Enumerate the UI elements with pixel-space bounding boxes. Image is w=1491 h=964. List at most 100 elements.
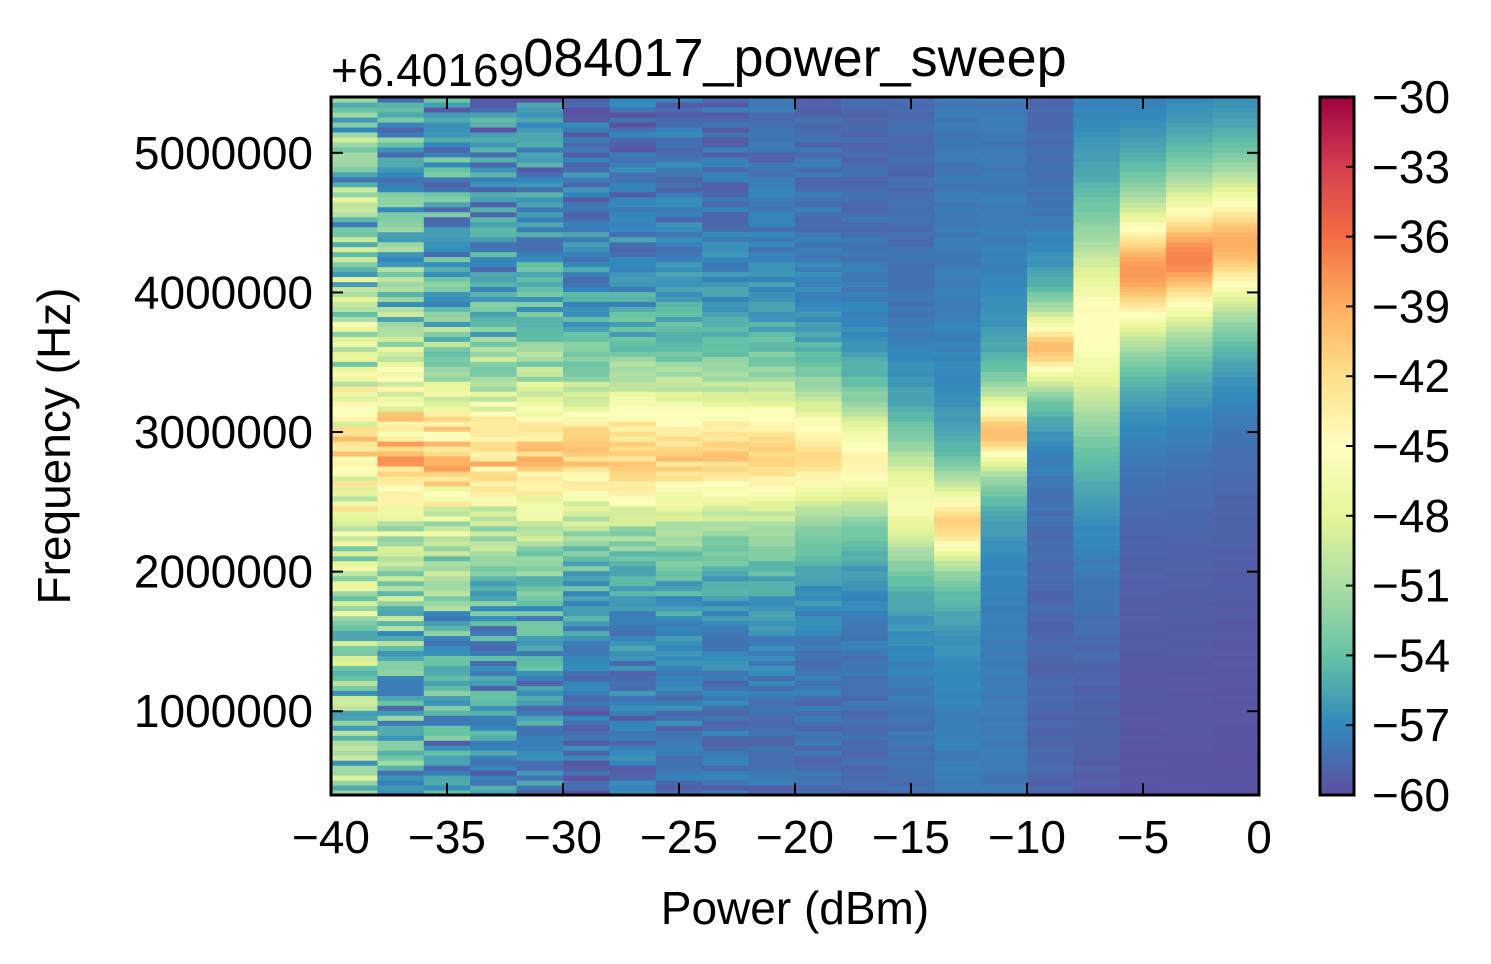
heatmap-cell — [934, 760, 982, 766]
heatmap-cell — [331, 241, 378, 248]
colorbar-tick-label: −39 — [1372, 280, 1450, 332]
heatmap-cell — [1119, 645, 1167, 652]
heatmap-cell — [748, 735, 796, 741]
heatmap-cell — [516, 441, 564, 447]
heatmap-cell — [470, 710, 518, 716]
heatmap-cell — [516, 246, 564, 253]
heatmap-cell — [748, 495, 796, 502]
heatmap-cell — [841, 620, 889, 627]
heatmap-cell — [748, 251, 796, 258]
heatmap-cell — [377, 131, 425, 138]
heatmap-cell — [1166, 550, 1214, 557]
heatmap-cell — [331, 326, 378, 332]
heatmap-cell — [1212, 725, 1260, 731]
heatmap-cell — [516, 171, 564, 178]
heatmap-cell — [841, 530, 889, 537]
heatmap-cell — [1073, 755, 1121, 761]
heatmap-cell — [563, 585, 610, 592]
colorbar-tick-label: −42 — [1372, 350, 1450, 402]
heatmap-cell — [516, 416, 564, 422]
heatmap-cell — [1073, 455, 1121, 462]
heatmap-cell — [1073, 580, 1121, 587]
heatmap-cell — [934, 376, 982, 382]
heatmap-cell — [331, 341, 378, 347]
heatmap-cell — [423, 590, 471, 597]
heatmap-cell — [1166, 211, 1214, 218]
heatmap-cell — [795, 620, 842, 627]
heatmap-cell — [563, 436, 610, 442]
heatmap-cell — [1166, 326, 1214, 332]
heatmap-cell — [841, 615, 889, 622]
heatmap-cell — [1212, 610, 1260, 617]
heatmap-cell — [1212, 366, 1260, 372]
heatmap-cell — [748, 695, 796, 701]
heatmap-cell — [423, 670, 471, 676]
heatmap-cell — [609, 675, 657, 681]
heatmap-cell — [748, 141, 796, 148]
heatmap-cell — [702, 660, 750, 666]
heatmap-column — [795, 97, 842, 796]
heatmap-cell — [1166, 401, 1214, 407]
heatmap-cell — [841, 276, 889, 283]
heatmap-cell — [934, 271, 982, 278]
heatmap-cell — [655, 585, 703, 592]
heatmap-cell — [1119, 775, 1167, 781]
heatmap-cell — [980, 271, 1028, 278]
heatmap-cell — [563, 441, 610, 447]
heatmap-cell — [841, 271, 889, 278]
heatmap-cell — [609, 271, 657, 278]
heatmap-cell — [609, 201, 657, 208]
heatmap-cell — [331, 530, 378, 537]
heatmap-cell — [934, 495, 982, 502]
heatmap-cell — [1212, 106, 1260, 113]
heatmap-cell — [423, 156, 471, 163]
heatmap-cell — [748, 615, 796, 622]
heatmap-cell — [1212, 201, 1260, 208]
heatmap-cell — [1212, 590, 1260, 597]
heatmap-cell — [748, 161, 796, 168]
heatmap-cell — [423, 406, 471, 412]
heatmap-cell — [795, 171, 842, 178]
heatmap-cell — [841, 755, 889, 761]
heatmap-cell — [516, 485, 564, 492]
heatmap-cell — [934, 321, 982, 327]
heatmap-cell — [748, 266, 796, 273]
heatmap-cell — [702, 276, 750, 283]
heatmap-cell — [655, 470, 703, 477]
heatmap-cell — [887, 635, 935, 642]
heatmap-cell — [516, 111, 564, 118]
heatmap-cell — [980, 740, 1028, 746]
heatmap-cell — [980, 575, 1028, 582]
heatmap-cell — [1073, 121, 1121, 128]
heatmap-cell — [795, 675, 842, 681]
heatmap-cell — [702, 421, 750, 427]
heatmap-cell — [377, 161, 425, 168]
heatmap-cell — [1027, 441, 1074, 447]
heatmap-cell — [1166, 735, 1214, 741]
heatmap-cell — [1073, 266, 1121, 273]
heatmap-cell — [887, 411, 935, 417]
heatmap-cell — [795, 441, 842, 447]
heatmap-cell — [1073, 730, 1121, 736]
heatmap-cell — [980, 386, 1028, 392]
heatmap-cell — [1212, 785, 1260, 791]
heatmap-cell — [934, 490, 982, 497]
heatmap-cell — [1166, 411, 1214, 417]
heatmap-cell — [331, 126, 378, 133]
heatmap-cell — [1166, 131, 1214, 138]
heatmap-cell — [980, 560, 1028, 567]
heatmap-cell — [1212, 141, 1260, 148]
heatmap-cell — [748, 206, 796, 213]
heatmap-cell — [934, 136, 982, 143]
heatmap-cell — [377, 620, 425, 627]
heatmap-cell — [702, 575, 750, 582]
heatmap-cell — [563, 136, 610, 143]
heatmap-cell — [516, 181, 564, 188]
heatmap-cell — [1073, 450, 1121, 457]
heatmap-cell — [423, 610, 471, 617]
heatmap-cell — [423, 585, 471, 592]
heatmap-cell — [748, 545, 796, 552]
heatmap-cell — [795, 580, 842, 587]
heatmap-cell — [841, 401, 889, 407]
heatmap-cell — [423, 535, 471, 542]
